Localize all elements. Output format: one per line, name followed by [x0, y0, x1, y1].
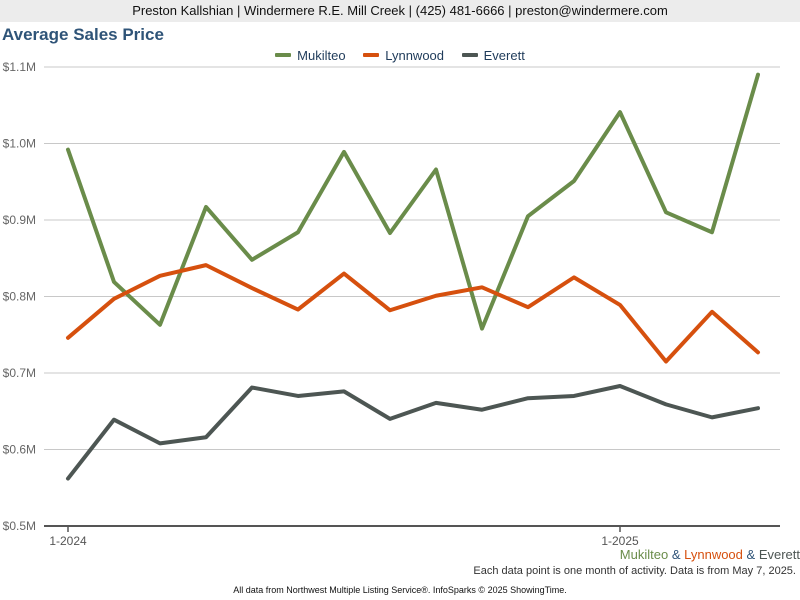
- footer-legend-lynnwood: Lynnwood: [684, 547, 743, 562]
- y-tick-label: $0.5M: [3, 519, 36, 533]
- y-tick-label: $0.8M: [3, 290, 36, 304]
- data-note: Each data point is one month of activity…: [473, 565, 796, 577]
- x-tick-label: 1-2025: [601, 534, 639, 548]
- footer-legend: Mukilteo & Lynnwood & Everett: [620, 547, 800, 562]
- legend-label-lynnwood: Lynnwood: [385, 47, 445, 63]
- chart-title: Average Sales Price: [2, 25, 164, 44]
- series-line-lynnwood: [66, 263, 760, 364]
- footer-legend-sep: &: [742, 547, 759, 562]
- grid-layer: [44, 66, 780, 450]
- legend-swatch-mukilteo: [275, 53, 292, 57]
- header-contact-text: Preston Kallshian | Windermere R.E. Mill…: [132, 3, 668, 18]
- header-bar: [0, 0, 800, 22]
- legend-label-everett: Everett: [483, 47, 525, 63]
- x-tick-label: 1-2024: [49, 534, 87, 548]
- data-source: All data from Northwest Multiple Listing…: [233, 585, 567, 595]
- legend-item-mukilteo[interactable]: Mukilteo: [275, 47, 346, 63]
- legend-label-mukilteo: Mukilteo: [297, 47, 346, 63]
- y-tick-label: $0.7M: [3, 366, 36, 380]
- footer-legend-everett: Everett: [758, 547, 800, 562]
- series-line-mukilteo: [66, 72, 760, 331]
- series-layer: [66, 72, 760, 481]
- y-tick-label: $1.0M: [3, 137, 36, 151]
- y-tick-label: $1.1M: [3, 60, 36, 74]
- series-line-everett: [66, 384, 760, 481]
- legend-item-lynnwood[interactable]: Lynnwood: [363, 48, 444, 63]
- axis-layer: $0.5M $0.6M $0.7M $0.8M $0.9M $1.0M $1.1M 1-202…: [3, 60, 780, 548]
- legend-item-everett[interactable]: Everett: [461, 47, 525, 63]
- legend-swatch-everett: [461, 53, 478, 57]
- footer-legend-mukilteo: Mukilteo: [619, 547, 669, 562]
- footer-legend-sep: &: [668, 547, 685, 562]
- legend-swatch-lynnwood: [363, 53, 380, 57]
- y-tick-label: $0.9M: [3, 213, 36, 227]
- y-tick-label: $0.6M: [3, 443, 36, 457]
- chart-legend: Mukilteo Lynnwood Everett: [0, 45, 800, 63]
